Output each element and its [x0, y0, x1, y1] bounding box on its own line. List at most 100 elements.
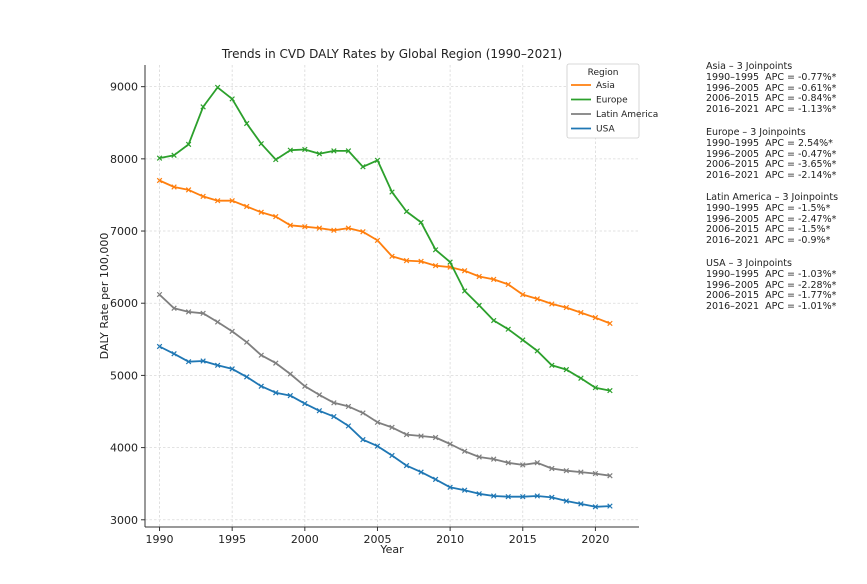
data-point-usa — [360, 436, 366, 443]
data-point-europe — [534, 348, 541, 354]
x-tick-label: 2015 — [509, 533, 537, 546]
data-point-asia — [534, 296, 541, 302]
data-point-latin-america — [520, 462, 526, 468]
legend-box — [566, 63, 640, 139]
y-tick-label: 4000 — [110, 442, 138, 455]
data-point-latin-america — [331, 400, 337, 406]
data-point-usa — [578, 501, 584, 507]
annotation-line: 2006–2015 APC = -1.77%* — [706, 290, 837, 302]
data-point-asia — [490, 276, 497, 283]
data-point-latin-america — [592, 470, 599, 477]
data-point-asia — [214, 197, 221, 204]
y-tick-label: 8000 — [110, 153, 138, 166]
data-point-usa — [403, 462, 410, 469]
data-point-latin-america — [316, 392, 323, 398]
series-line-usa — [159, 345, 610, 508]
data-point-asia — [200, 193, 206, 200]
series-europe — [156, 84, 613, 394]
data-point-europe — [592, 384, 599, 391]
y-tick-label: 7000 — [110, 225, 138, 238]
data-point-latin-america — [156, 291, 163, 298]
data-point-latin-america — [287, 371, 294, 377]
data-point-asia — [403, 257, 410, 264]
data-point-asia — [592, 314, 599, 321]
data-point-usa — [476, 491, 482, 497]
data-point-usa — [185, 358, 192, 365]
x-tick-label: 2020 — [581, 533, 609, 546]
annotation-line: 1996–2005 APC = -2.47%* — [706, 213, 837, 225]
data-point-latin-america — [505, 460, 511, 466]
data-point-usa — [214, 362, 221, 369]
series-line-latin-america — [158, 293, 611, 477]
data-point-asia — [607, 320, 613, 327]
data-point-usa — [374, 443, 381, 449]
data-point-europe — [563, 366, 570, 373]
annotation-line: 1990–1995 APC = -1.03%* — [706, 268, 837, 280]
data-point-europe — [490, 317, 497, 324]
y-tick-label: 9000 — [110, 81, 138, 94]
data-point-latin-america — [607, 473, 613, 479]
data-point-asia — [418, 258, 424, 265]
data-point-asia — [505, 281, 511, 288]
y-axis-label: DALY Rate per 100,000 — [98, 233, 111, 360]
x-axis-label: Year — [379, 543, 404, 556]
data-point-europe — [476, 302, 482, 309]
annotation-block: Asia – 3 Joinpoints 1990–1995 APC = -0.77… — [706, 61, 836, 116]
data-point-asia — [563, 304, 570, 311]
data-point-europe — [156, 155, 163, 161]
data-point-usa — [171, 351, 177, 357]
data-point-asia — [345, 225, 352, 231]
x-tick-label: 2005 — [363, 533, 391, 546]
data-point-europe — [578, 375, 584, 382]
annotation-line: 1996–2005 APC = -0.47%* — [706, 148, 837, 160]
data-point-latin-america — [418, 433, 424, 439]
data-point-asia — [549, 301, 555, 307]
grid — [145, 65, 639, 527]
data-point-asia — [461, 268, 468, 274]
data-point-europe — [316, 151, 323, 157]
data-point-europe — [447, 259, 453, 265]
data-point-latin-america — [214, 319, 221, 325]
data-point-europe — [229, 96, 235, 102]
series-usa — [156, 343, 613, 510]
data-point-europe — [505, 326, 511, 332]
data-point-latin-america — [185, 309, 192, 315]
data-point-usa — [200, 358, 206, 364]
data-point-europe — [302, 146, 308, 153]
data-point-latin-america — [229, 328, 235, 335]
data-point-europe — [273, 156, 279, 163]
data-point-asia — [229, 197, 235, 204]
annotation-line: 1990–1995 APC = -1.5%* — [706, 202, 831, 214]
data-point-usa — [243, 374, 250, 380]
annotation-line: 2006–2015 APC = -3.65%* — [706, 159, 837, 171]
data-point-usa — [345, 423, 352, 429]
annotation-line: 2016–2021 APC = -1.01%* — [706, 301, 837, 313]
axes: 1990 1995 2000 2005 2010 2015 2020 3000 4000 5000… — [110, 65, 639, 546]
data-point-latin-america — [432, 434, 439, 441]
annotation-line: 2016–2021 APC = -2.14%* — [706, 170, 837, 182]
legend-title: Region — [588, 68, 619, 78]
annotation-title: Asia – 3 Joinpoints — [706, 61, 793, 72]
data-point-usa — [273, 390, 279, 396]
data-point-usa — [490, 493, 497, 499]
annotation-title: USA – 3 Joinpoints — [706, 258, 792, 269]
data-point-europe — [520, 337, 526, 343]
data-point-usa — [549, 494, 555, 501]
data-point-usa — [418, 469, 424, 475]
legend-label-asia: Asia — [596, 81, 615, 91]
data-point-asia — [185, 187, 192, 193]
annotation-title: Europe – 3 Joinpoints — [706, 127, 806, 138]
data-point-usa — [447, 484, 453, 491]
data-point-latin-america — [461, 448, 468, 454]
data-point-europe — [345, 148, 352, 154]
data-point-usa — [156, 343, 163, 350]
data-point-latin-america — [171, 305, 177, 311]
data-point-asia — [374, 237, 381, 244]
x-tick-label: 1995 — [218, 533, 246, 546]
data-point-asia — [432, 262, 439, 269]
legend-label-europe: Europe — [596, 96, 628, 106]
data-point-europe — [418, 219, 424, 226]
data-point-latin-america — [549, 465, 555, 472]
data-point-asia — [360, 229, 366, 235]
y-tick-label: 6000 — [110, 297, 138, 310]
